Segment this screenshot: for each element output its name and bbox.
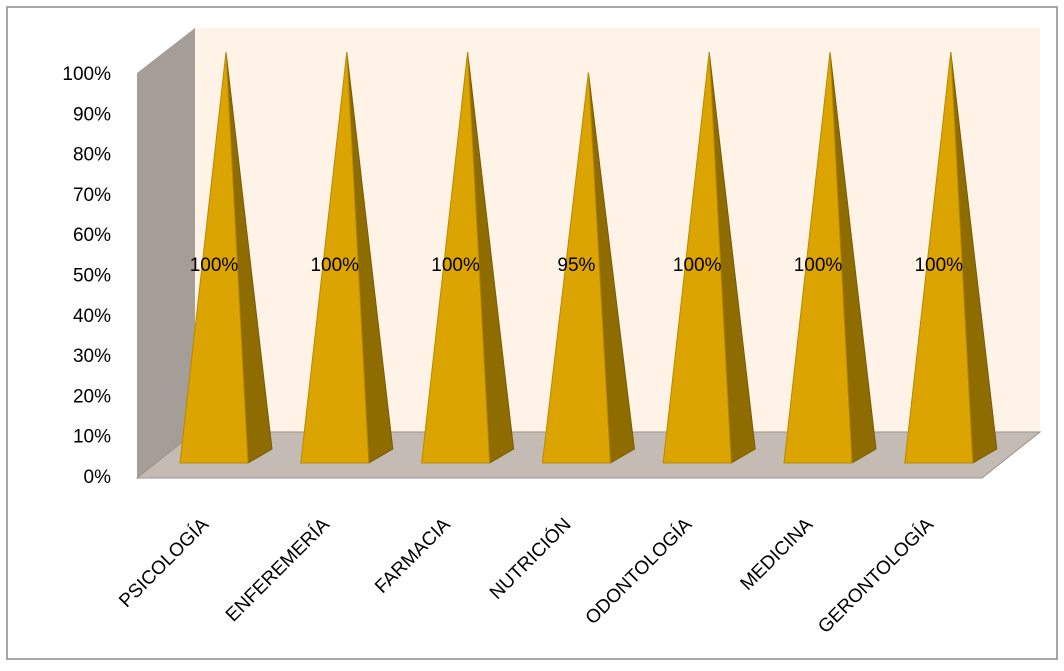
pyramid — [662, 51, 732, 464]
pyramid — [300, 51, 370, 464]
y-tick-label: 70% — [73, 185, 111, 206]
pyramid — [421, 51, 491, 464]
pyramid — [904, 51, 974, 464]
y-tick-label: 60% — [73, 225, 111, 246]
pyramid — [783, 51, 853, 464]
data-label: 100% — [673, 255, 722, 276]
side-wall — [137, 28, 195, 478]
y-tick-label: 20% — [73, 386, 111, 407]
pyramid — [541, 72, 611, 464]
data-label: 95% — [557, 255, 595, 276]
data-label: 100% — [914, 255, 963, 276]
y-tick-label: 100% — [62, 64, 111, 85]
data-label: 100% — [794, 255, 843, 276]
y-tick-label: 50% — [73, 266, 111, 287]
data-label: 100% — [190, 255, 239, 276]
data-label: 100% — [310, 255, 359, 276]
y-tick-label: 0% — [84, 467, 112, 488]
y-tick-label: 40% — [73, 306, 111, 327]
y-tick-label: 10% — [73, 427, 111, 448]
data-label: 100% — [431, 255, 480, 276]
pyramid — [179, 51, 249, 464]
y-tick-label: 80% — [73, 145, 111, 166]
y-tick-label: 30% — [73, 346, 111, 367]
y-tick-label: 90% — [73, 104, 111, 125]
